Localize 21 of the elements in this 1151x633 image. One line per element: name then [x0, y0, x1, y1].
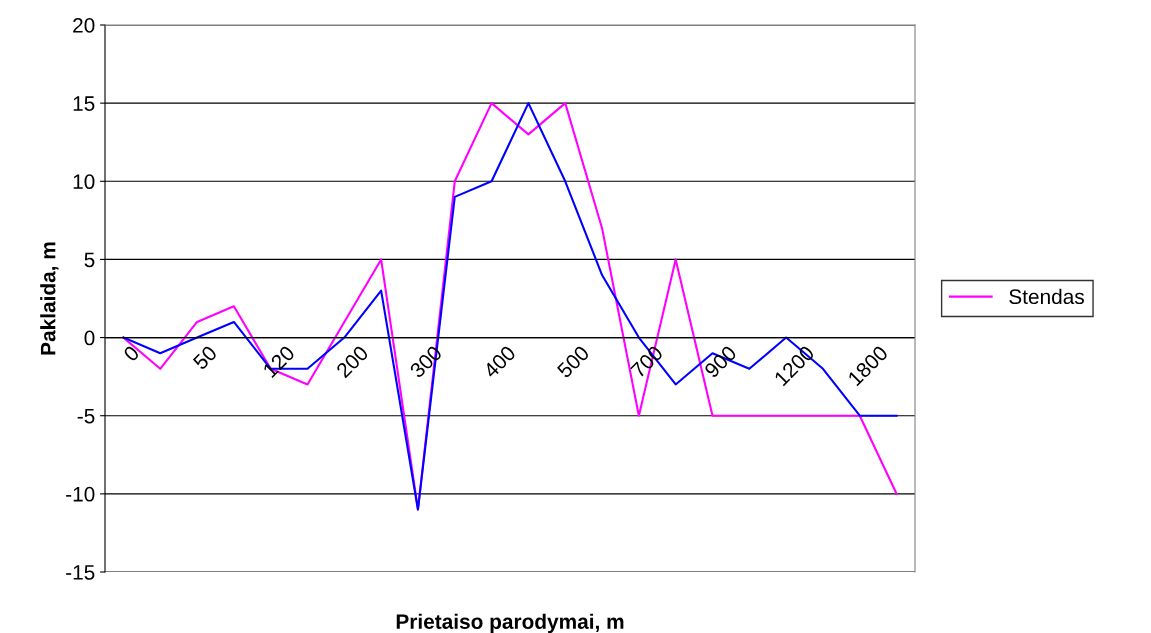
x-axis-title: Prietaiso parodymai, m: [396, 613, 624, 633]
x-tick-label: 0: [122, 344, 141, 363]
x-tick-label: 500: [556, 344, 591, 379]
y-tick-label: -15: [66, 565, 95, 580]
x-tick-label: 300: [408, 344, 443, 379]
x-tick-label: 200: [335, 344, 370, 379]
x-tick-label: 400: [482, 344, 517, 379]
y-tick-label: 15: [73, 96, 95, 111]
y-tick-label: -5: [77, 408, 95, 424]
y-tick-label: 10: [73, 174, 95, 190]
x-tick-label: 120: [262, 344, 296, 379]
x-tick-label: 50: [192, 344, 218, 371]
y-axis-title: Paklaida, m: [40, 242, 59, 355]
line-series: [122, 102, 898, 511]
y-tick-label: 5: [84, 252, 95, 268]
x-tick-label: 900: [703, 344, 738, 379]
y-tick-label: 0: [84, 330, 95, 346]
legend-label: Stendas: [1009, 288, 1084, 305]
y-tick-label: -10: [66, 486, 95, 502]
x-tick-label: 700: [630, 344, 664, 379]
y-tick-label: 20: [73, 18, 95, 33]
